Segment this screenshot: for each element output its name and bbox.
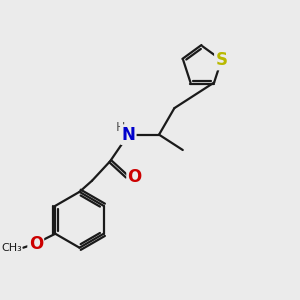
- Text: CH₃: CH₃: [1, 243, 22, 253]
- Text: O: O: [128, 167, 142, 185]
- Text: H: H: [116, 121, 125, 134]
- Text: O: O: [28, 235, 43, 253]
- Text: S: S: [215, 51, 227, 69]
- Text: N: N: [122, 126, 135, 144]
